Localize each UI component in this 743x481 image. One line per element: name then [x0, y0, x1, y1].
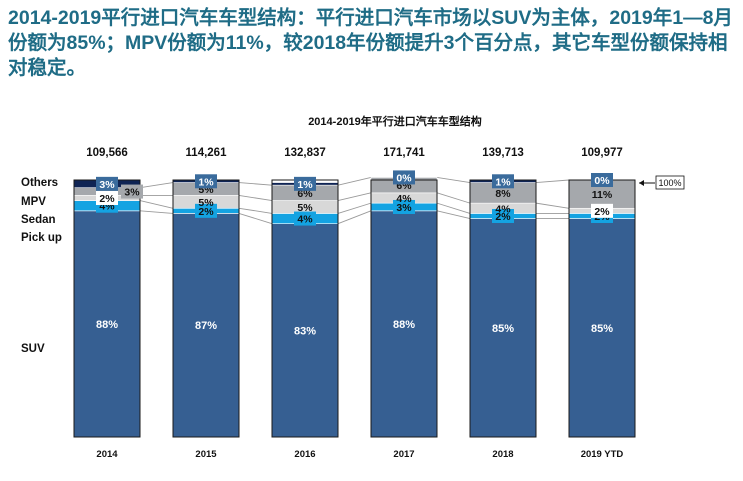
data-labels: 88%4%2%3%3%87%2%5%5%1%83%4%5%6%1%88%3%4%…: [96, 170, 613, 337]
bar-total-label: 132,837: [284, 147, 326, 159]
data-label: 4%: [495, 203, 511, 215]
connector-line: [337, 202, 372, 214]
data-label: 2%: [594, 206, 610, 218]
connector-line: [337, 176, 372, 186]
data-label: 11%: [592, 189, 613, 201]
connector-lines: [139, 176, 570, 225]
connector-line: [436, 192, 471, 204]
connector-line: [238, 182, 273, 186]
bar-total-label: 139,713: [482, 147, 524, 159]
data-label: 5%: [198, 197, 214, 209]
bar-segment-suv-2014: [73, 210, 141, 438]
connector-line: [436, 202, 471, 214]
connector-line: [139, 210, 174, 214]
data-label-box: [96, 190, 118, 205]
x-tick-label: 2015: [195, 449, 217, 460]
connector-line: [238, 207, 273, 214]
data-label-box: [195, 174, 217, 189]
data-label-box: [195, 203, 217, 218]
bar-total-label: 114,261: [186, 147, 228, 159]
connector-line: [535, 179, 570, 184]
bar-total-label: 171,741: [383, 147, 425, 159]
data-label-box: [591, 173, 613, 187]
data-label: 3%: [99, 179, 115, 191]
data-label: 2%: [495, 211, 511, 223]
axis-and-legend-text: 109,566 2014 114,261 2015 132,837 2016 171,741…: [21, 147, 685, 460]
data-label: 4%: [297, 214, 313, 226]
legend-label-sedan: Sedan: [21, 214, 56, 226]
bar-segment-suv-2019-ytd: [568, 218, 636, 438]
page-title: 2014-2019平行进口汽车车型结构：平行进口汽车市场以SUV为主体，2019…: [8, 7, 733, 79]
data-label-box: [121, 184, 143, 199]
data-label: 83%: [294, 325, 316, 337]
data-label: 0%: [594, 175, 610, 187]
data-label-box: [492, 208, 514, 223]
legend-label-pickup: Pick up: [21, 232, 62, 244]
bar-segments: [73, 177, 636, 438]
connector-line: [337, 210, 372, 225]
data-label: 8%: [495, 188, 511, 200]
connector-line: [238, 212, 273, 225]
data-label: 0%: [396, 172, 412, 184]
data-label: 85%: [492, 323, 514, 335]
reference-label: 100%: [658, 178, 681, 188]
connector-line: [535, 202, 570, 209]
connector-line: [139, 200, 174, 209]
x-tick-label: 2018: [492, 449, 513, 460]
bar-total-label: 109,566: [86, 147, 128, 159]
data-label: 2%: [99, 193, 115, 205]
data-label: 2%: [198, 206, 214, 218]
data-label-box: [393, 199, 415, 214]
connector-line: [436, 210, 471, 219]
chart-container: 2014-2019年平行进口汽车车型结构 88% 4% 2% 3% 3% 87% 2% 5% 5…: [0, 100, 743, 476]
legend-label-suv: SUV: [21, 343, 45, 355]
data-label-box: [393, 170, 415, 185]
reference-arrowhead: [639, 180, 644, 186]
chart-title: 2014-2019年平行进口汽车车型结构: [308, 114, 482, 128]
connector-line: [139, 182, 174, 189]
data-label-box: [96, 176, 118, 191]
data-label: 88%: [393, 319, 415, 331]
data-label: 1%: [198, 176, 214, 188]
data-label: 1%: [495, 176, 511, 188]
data-label-box: [294, 176, 316, 191]
data-label: 3%: [396, 202, 412, 214]
data-label-box: [294, 211, 316, 226]
stacked-bar-chart: 2014-2019年平行进口汽车车型结构 88%4%2%3%3%87%2%5%5…: [21, 114, 685, 460]
data-label: 5%: [297, 202, 313, 214]
x-tick-label: 2014: [96, 449, 118, 460]
legend-label-mpv: MPV: [21, 196, 46, 208]
bar-segment-suv-2015: [172, 213, 240, 438]
connector-line: [238, 194, 273, 202]
data-label-box: [492, 174, 514, 189]
x-tick-label: 2017: [393, 449, 414, 460]
data-label: 1%: [297, 179, 313, 191]
data-label: 85%: [591, 323, 613, 335]
legend-label-others: Others: [21, 177, 58, 189]
connector-line: [337, 192, 372, 201]
reference-label-box: [655, 175, 685, 190]
data-label: 3%: [124, 187, 140, 199]
data-label-box: [591, 203, 613, 218]
data-label: 88%: [96, 319, 118, 331]
x-tick-label: 2019 YTD: [581, 449, 624, 460]
data-label: 87%: [195, 320, 217, 332]
bar-total-label: 109,977: [581, 147, 623, 159]
connector-line: [436, 176, 471, 184]
x-tick-label: 2016: [294, 449, 315, 460]
bar-segment-suv-2017: [370, 210, 438, 438]
data-label: 4%: [396, 193, 412, 205]
bar-segment-suv-2018: [469, 218, 537, 438]
